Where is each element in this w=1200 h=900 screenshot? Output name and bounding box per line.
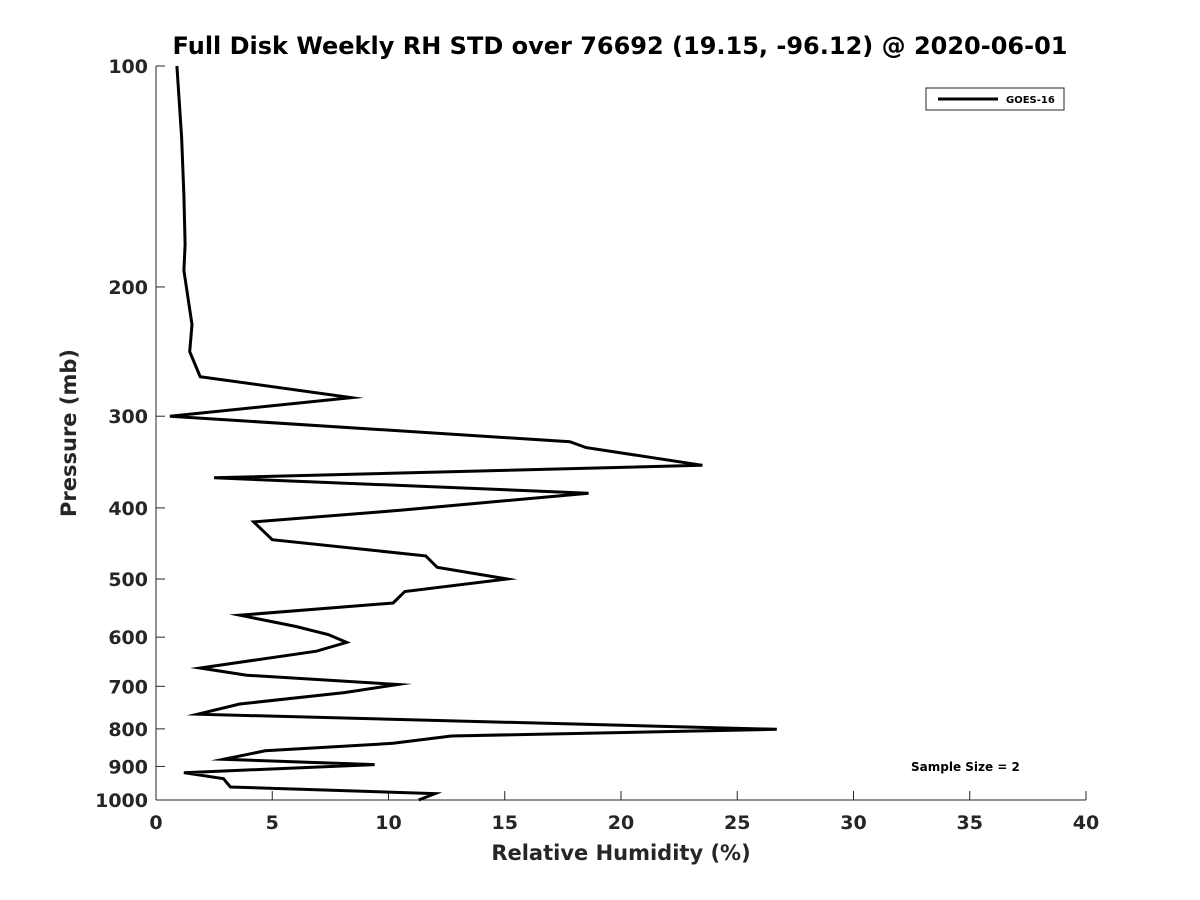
x-axis-label: Relative Humidity (%) [491, 841, 750, 865]
legend-label-goes-16: GOES-16 [1006, 95, 1055, 106]
x-tick-label: 5 [266, 812, 279, 834]
x-tick-label: 20 [608, 812, 634, 834]
x-ticks: 0 5 10 15 20 25 30 35 40 [149, 791, 1099, 834]
y-tick-label: 600 [108, 627, 148, 649]
legend: GOES-16 [925, 87, 1065, 111]
x-tick-label: 40 [1073, 812, 1099, 834]
y-ticks: 100 200 300 400 500 600 700 800 900 1000 [95, 56, 165, 812]
y-tick-label: 900 [108, 756, 148, 778]
y-axis-label: Pressure (mb) [57, 349, 81, 517]
y-tick-label: 800 [108, 719, 148, 741]
series-line-goes-16 [169, 65, 777, 802]
y-tick-label: 500 [108, 569, 148, 591]
x-tick-label: 35 [957, 812, 983, 834]
y-tick-label: 300 [108, 406, 148, 428]
y-tick-label: 700 [108, 676, 148, 698]
x-tick-label: 15 [492, 812, 518, 834]
y-tick-label: 200 [108, 277, 148, 299]
y-tick-label: 100 [108, 56, 148, 78]
x-tick-label: 25 [724, 812, 750, 834]
y-tick-label: 400 [108, 498, 148, 520]
series-layer [169, 65, 777, 802]
sample-size-annotation: Sample Size = 2 [911, 760, 1020, 774]
y-tick-label: 1000 [95, 790, 148, 812]
chart-title: Full Disk Weekly RH STD over 76692 (19.1… [173, 32, 1068, 60]
x-tick-label: 30 [840, 812, 866, 834]
x-tick-label: 0 [149, 812, 162, 834]
x-tick-label: 10 [375, 812, 401, 834]
